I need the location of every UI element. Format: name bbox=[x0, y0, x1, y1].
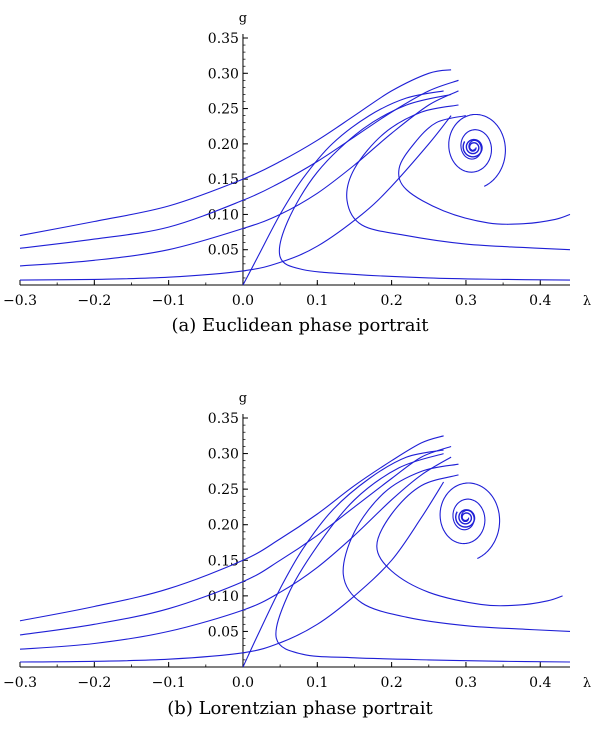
spiral-core bbox=[462, 138, 483, 158]
y-tick-label: 0.35 bbox=[208, 411, 239, 427]
x-tick-label: 0.3 bbox=[455, 293, 477, 309]
y-tick-label: 0.10 bbox=[208, 589, 239, 605]
trajectory-5 bbox=[242, 90, 444, 286]
figure-caption: (b) Lorentzian phase portrait bbox=[167, 698, 433, 719]
y-tick-label: 0.10 bbox=[208, 207, 239, 223]
x-tick-label: −0.1 bbox=[152, 293, 186, 309]
spiral-focus bbox=[448, 113, 506, 187]
chart-panel-1: −0.3 −0.2 −0.1 0.0 0.1 0.2 0.3 0.4 0.05 0.10 0.15 0… bbox=[3, 11, 591, 336]
x-tick-label: 0.2 bbox=[380, 293, 402, 309]
y-tick-label: 0.35 bbox=[208, 31, 239, 47]
x-tick-label: −0.2 bbox=[77, 293, 111, 309]
y-tick-label: 0.15 bbox=[208, 553, 239, 569]
y-tick-label: 0.05 bbox=[208, 624, 239, 640]
trajectory-8 bbox=[398, 115, 571, 225]
x-axis-label: λ bbox=[583, 676, 591, 691]
y-axis-label: g bbox=[239, 11, 247, 26]
trajectory-1 bbox=[19, 115, 452, 281]
x-tick-label: −0.2 bbox=[77, 675, 111, 691]
spiral-core bbox=[455, 509, 476, 528]
x-tick-label: −0.3 bbox=[3, 293, 37, 309]
x-tick-label: 0.1 bbox=[306, 675, 328, 691]
trajectory-4 bbox=[19, 69, 452, 237]
y-tick-label: 0.15 bbox=[208, 172, 239, 188]
x-tick-label: 0.2 bbox=[380, 675, 402, 691]
spiral-focus bbox=[439, 482, 501, 560]
trajectory-7 bbox=[346, 104, 571, 251]
x-tick-label: 0.3 bbox=[455, 675, 477, 691]
trajectory-3 bbox=[19, 79, 459, 249]
y-tick-label: 0.30 bbox=[208, 447, 239, 463]
y-tick-label: 0.20 bbox=[208, 518, 239, 534]
x-tick-label: −0.3 bbox=[3, 675, 37, 691]
x-tick-label: −0.1 bbox=[152, 675, 186, 691]
figure-caption: (a) Euclidean phase portrait bbox=[171, 315, 429, 336]
x-tick-label: 0.4 bbox=[529, 293, 551, 309]
trajectory-6 bbox=[275, 453, 571, 663]
trajectory-3 bbox=[19, 445, 452, 636]
x-tick-label: 0.0 bbox=[232, 293, 254, 309]
trajectory-5 bbox=[242, 449, 444, 668]
chart-panel-2: −0.3 −0.2 −0.1 0.0 0.1 0.2 0.3 0.4 0.05 0.10 0.15 0… bbox=[3, 391, 591, 719]
x-tick-label: 0.1 bbox=[306, 293, 328, 309]
y-tick-label: 0.20 bbox=[208, 137, 239, 153]
trajectory-2 bbox=[19, 456, 452, 650]
y-tick-label: 0.30 bbox=[208, 66, 239, 82]
x-tick-label: 0.4 bbox=[529, 675, 551, 691]
y-tick-label: 0.05 bbox=[208, 243, 239, 259]
x-tick-label: 0.0 bbox=[232, 675, 254, 691]
y-axis-label: g bbox=[239, 391, 247, 406]
trajectory-8 bbox=[376, 474, 563, 607]
trajectory-4 bbox=[19, 435, 444, 622]
trajectory-1 bbox=[19, 481, 445, 663]
x-axis-label: λ bbox=[583, 294, 591, 309]
y-tick-label: 0.25 bbox=[208, 102, 239, 118]
y-tick-label: 0.25 bbox=[208, 482, 239, 498]
trajectory-7 bbox=[342, 463, 571, 632]
trajectory-6 bbox=[278, 93, 571, 281]
trajectory-2 bbox=[19, 90, 459, 267]
